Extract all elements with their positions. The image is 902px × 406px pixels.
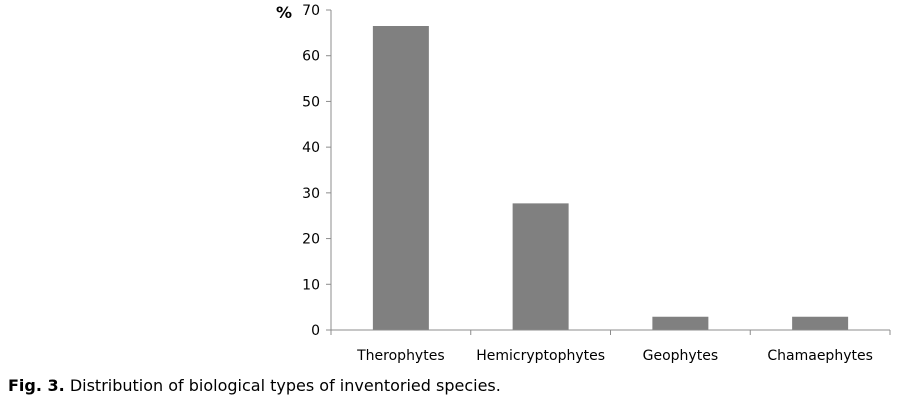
y-tick-label: 10 xyxy=(302,277,320,293)
x-tick-label: Hemicryptophytes xyxy=(476,348,605,364)
bar-therophytes xyxy=(372,26,429,330)
y-tick-label: 40 xyxy=(302,140,320,156)
figure-caption: Fig. 3. Distribution of biological types… xyxy=(8,376,501,395)
bars xyxy=(372,26,849,330)
figure-caption-text: Distribution of biological types of inve… xyxy=(64,376,501,395)
y-tick-label: 60 xyxy=(302,49,320,65)
x-tick-label: Geophytes xyxy=(643,348,718,364)
y-tick-label: 50 xyxy=(302,94,320,110)
y-tick-label: 30 xyxy=(302,186,320,202)
x-axis-labels: Therophytes Hemicryptophytes Geophytes Cham… xyxy=(356,348,873,364)
figure-caption-lead: Fig. 3. xyxy=(8,376,65,395)
y-tick-label: 70 xyxy=(302,3,320,19)
bar-chamaephytes xyxy=(792,316,849,330)
x-tick-label: Therophytes xyxy=(356,348,445,364)
bar-hemicryptophytes xyxy=(512,203,569,330)
x-axis-ticks xyxy=(330,330,891,335)
bar-geophytes xyxy=(652,316,709,330)
y-tick-label: 0 xyxy=(311,323,320,339)
x-tick-label: Chamaephytes xyxy=(767,348,873,364)
bar-chart: % 0 10 20 30 40 50 60 70 Therophytes Hemicryptop… xyxy=(276,3,891,364)
y-tick-label: 20 xyxy=(302,232,320,248)
y-axis-ticks: 0 10 20 30 40 50 60 70 xyxy=(302,3,331,339)
y-axis-unit-label: % xyxy=(276,3,292,22)
